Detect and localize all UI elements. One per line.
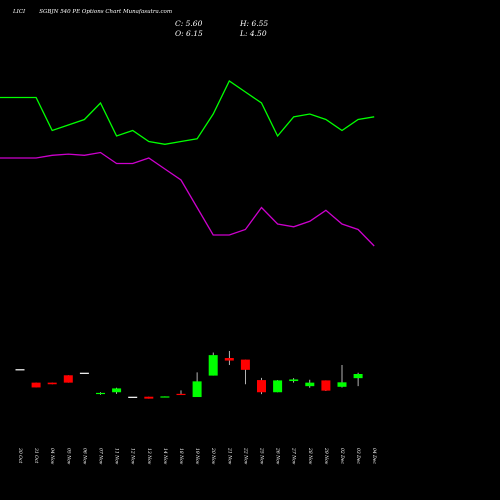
candle-body-17 — [273, 380, 283, 393]
high-label: H: 6.55 — [240, 19, 269, 28]
x-tick-label-23: 04 Dec — [371, 448, 377, 464]
candle-body-20 — [321, 380, 331, 391]
x-tick-label-21: 02 Dec — [339, 448, 345, 464]
chart-header-title: LICI SGBJN 540 PE Options Chart Munafasu… — [13, 9, 172, 15]
candle-body-18 — [289, 379, 299, 382]
candle-body-13 — [208, 355, 218, 376]
x-tick-label-11: 18 Nov — [178, 448, 184, 465]
x-tick-label-12: 19 Nov — [194, 448, 200, 465]
candle-body-12 — [192, 381, 202, 398]
candle-body-7 — [112, 388, 122, 393]
x-tick-label-5: 06 Nov — [81, 448, 87, 465]
candle-body-8 — [128, 396, 138, 398]
candle-body-21 — [337, 382, 347, 387]
close-label: C: 5.60 — [175, 19, 203, 28]
indicator-line-2 — [0, 151, 375, 247]
indicator-line-1 — [0, 80, 375, 145]
x-tick-label-16: 25 Nov — [259, 447, 265, 465]
x-tick-label-20: 29 Nov — [323, 447, 329, 465]
x-tick-label-15: 22 Nov — [242, 447, 248, 465]
candle-body-4 — [63, 375, 73, 383]
x-tick-label-9: 13 Nov — [146, 448, 152, 465]
x-tick-label-3: 04 Nov — [49, 448, 55, 465]
symbol-label: LICI — [13, 9, 26, 15]
x-tick-label-14: 21 Nov — [226, 447, 232, 465]
x-tick-label-22: 03 Dec — [355, 448, 361, 464]
x-tick-label-6: 07 Nov — [98, 448, 104, 465]
candle-body-14 — [224, 358, 234, 361]
candle-body-15 — [240, 359, 250, 370]
chart-title: SGBJN 540 PE Options Chart Munafasutra.c… — [39, 9, 173, 15]
x-tick-label-8: 12 Nov — [130, 448, 136, 465]
candle-body-1 — [15, 369, 25, 371]
candle-body-10 — [160, 396, 170, 398]
candle-body-22 — [353, 374, 363, 379]
x-tick-label-1: 30 Oct — [17, 448, 23, 463]
x-tick-label-4: 05 Nov — [65, 448, 71, 465]
x-tick-label-10: 14 Nov — [162, 448, 168, 465]
candle-body-11 — [176, 393, 186, 396]
candle-body-19 — [305, 382, 315, 387]
candle-body-3 — [47, 382, 57, 385]
x-tick-label-17: 26 Nov — [275, 447, 281, 465]
candle-body-16 — [257, 380, 266, 393]
candle-body-6 — [96, 392, 105, 395]
open-label: O: 6.15 — [175, 29, 203, 38]
low-label: L: 4.50 — [240, 29, 267, 38]
x-tick-label-18: 27 Nov — [291, 447, 297, 465]
candle-body-2 — [31, 382, 41, 388]
x-tick-label-2: 31 Oct — [33, 448, 39, 463]
x-tick-label-7: 11 Nov — [114, 448, 120, 465]
candle-body-9 — [144, 396, 154, 399]
candle-body-5 — [79, 372, 89, 374]
x-tick-label-13: 20 Nov — [210, 447, 216, 465]
x-tick-label-19: 28 Nov — [307, 447, 313, 465]
